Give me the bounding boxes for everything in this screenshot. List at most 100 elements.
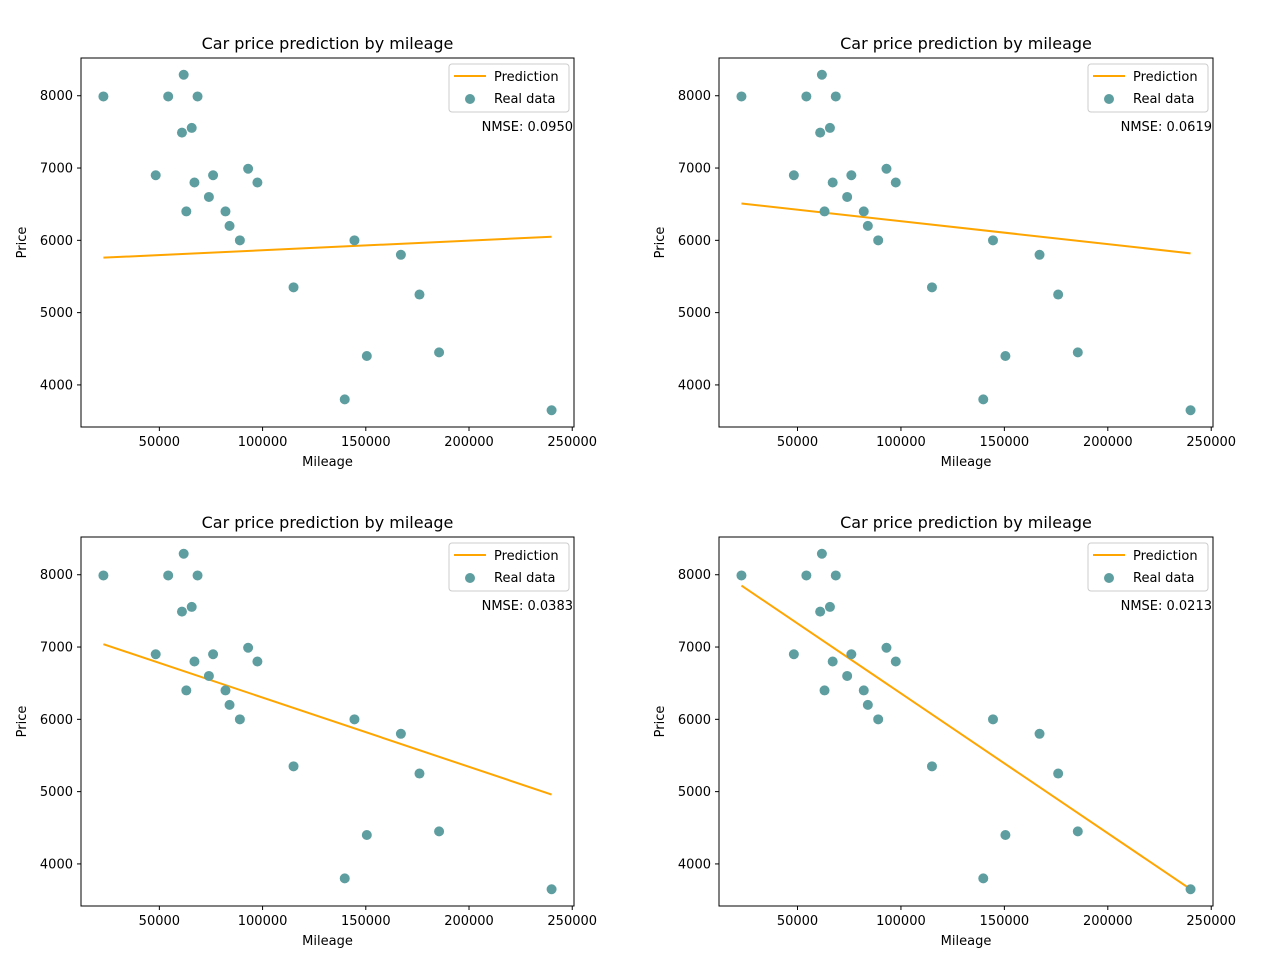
legend-marker-swatch [465,94,475,104]
data-point [203,191,214,202]
legend-marker-swatch [465,573,475,583]
data-point [873,714,884,725]
data-point [150,649,161,660]
y-axis-label: Price [653,227,668,259]
data-point [842,670,853,681]
data-point [349,714,360,725]
chart-panel-2: Car price prediction by mileage 50000 1000… [653,34,1236,470]
legend-label-prediction: Prediction [1133,70,1198,85]
x-tick-label: 150000 [341,435,391,450]
data-point [203,670,214,681]
axes-frame [80,536,575,907]
y-tick-label: 5000 [678,785,711,800]
legend-label-real-data: Real data [1133,92,1194,107]
data-point [987,235,998,246]
x-tick-label: 250000 [547,914,597,929]
data-point [858,206,869,217]
data-point [98,91,109,102]
data-point [234,714,245,725]
y-tick-label: 8000 [40,89,73,104]
data-point [881,642,892,653]
data-point [827,177,838,188]
y-tick-label: 7000 [678,641,711,656]
x-axis-label: Mileage [941,455,992,470]
data-point [176,606,187,617]
x-axis-label: Mileage [302,455,353,470]
data-point [189,177,200,188]
legend-label-real-data: Real data [1133,571,1194,586]
data-point [819,685,830,696]
data-point [816,548,827,559]
legend-label-prediction: Prediction [1133,549,1198,564]
data-point [288,282,299,293]
data-point [220,685,231,696]
x-tick-label: 100000 [876,914,926,929]
x-tick-label: 100000 [238,435,288,450]
x-tick-label: 200000 [444,435,494,450]
prediction-line [103,235,552,259]
data-point [1185,405,1196,416]
data-point [208,649,219,660]
data-point [830,570,841,581]
nmse-annotation: NMSE: 0.0950 [482,120,573,135]
y-tick-label: 5000 [40,306,73,321]
data-point [926,282,937,293]
legend-label-real-data: Real data [494,571,555,586]
data-point [178,548,189,559]
y-tick-label: 4000 [678,378,711,393]
data-point [395,728,406,739]
y-tick-label: 5000 [678,306,711,321]
y-tick-label: 4000 [40,857,73,872]
y-tick-label: 5000 [40,785,73,800]
data-point [546,405,557,416]
y-tick-label: 7000 [40,162,73,177]
x-tick-label: 100000 [238,914,288,929]
data-point [846,649,857,660]
data-point [1034,728,1045,739]
axes-frame [718,536,1214,907]
data-point [1072,347,1083,358]
x-tick-label: 200000 [1083,435,1133,450]
data-point [736,570,747,581]
data-point [846,170,857,181]
y-tick-label: 4000 [40,378,73,393]
data-point [862,220,873,231]
axes-frame [718,57,1214,428]
data-point [395,249,406,260]
y-axis-label: Price [15,706,30,738]
nmse-annotation: NMSE: 0.0383 [482,599,573,614]
x-tick-label: 50000 [777,914,818,929]
data-point [788,170,799,181]
data-point [224,699,235,710]
x-tick-label: 200000 [444,914,494,929]
x-tick-label: 250000 [1186,914,1236,929]
data-point [1034,249,1045,260]
data-point [192,570,203,581]
prediction-line [740,584,1192,891]
data-point [288,761,299,772]
chart-panel-1: Car price prediction by mileage 50000 1000… [15,34,597,470]
x-tick-label: 100000 [876,435,926,450]
data-point [736,91,747,102]
nmse-annotation: NMSE: 0.0213 [1121,599,1212,614]
nmse-annotation: NMSE: 0.0619 [1121,120,1212,135]
legend-marker-swatch [1104,94,1114,104]
data-point [150,170,161,181]
x-tick-label: 250000 [1186,435,1236,450]
legend-label-real-data: Real data [494,92,555,107]
y-tick-label: 7000 [40,641,73,656]
data-point [830,91,841,102]
data-point [414,289,425,300]
data-point [1053,289,1064,300]
data-point [858,685,869,696]
data-point [862,699,873,710]
data-point [434,826,445,837]
data-point [234,235,245,246]
data-point [801,570,812,581]
chart-title: Car price prediction by mileage [202,513,454,532]
y-tick-label: 8000 [40,568,73,583]
data-point [208,170,219,181]
data-point [978,873,989,884]
axes-frame [80,57,575,428]
data-point [163,91,174,102]
